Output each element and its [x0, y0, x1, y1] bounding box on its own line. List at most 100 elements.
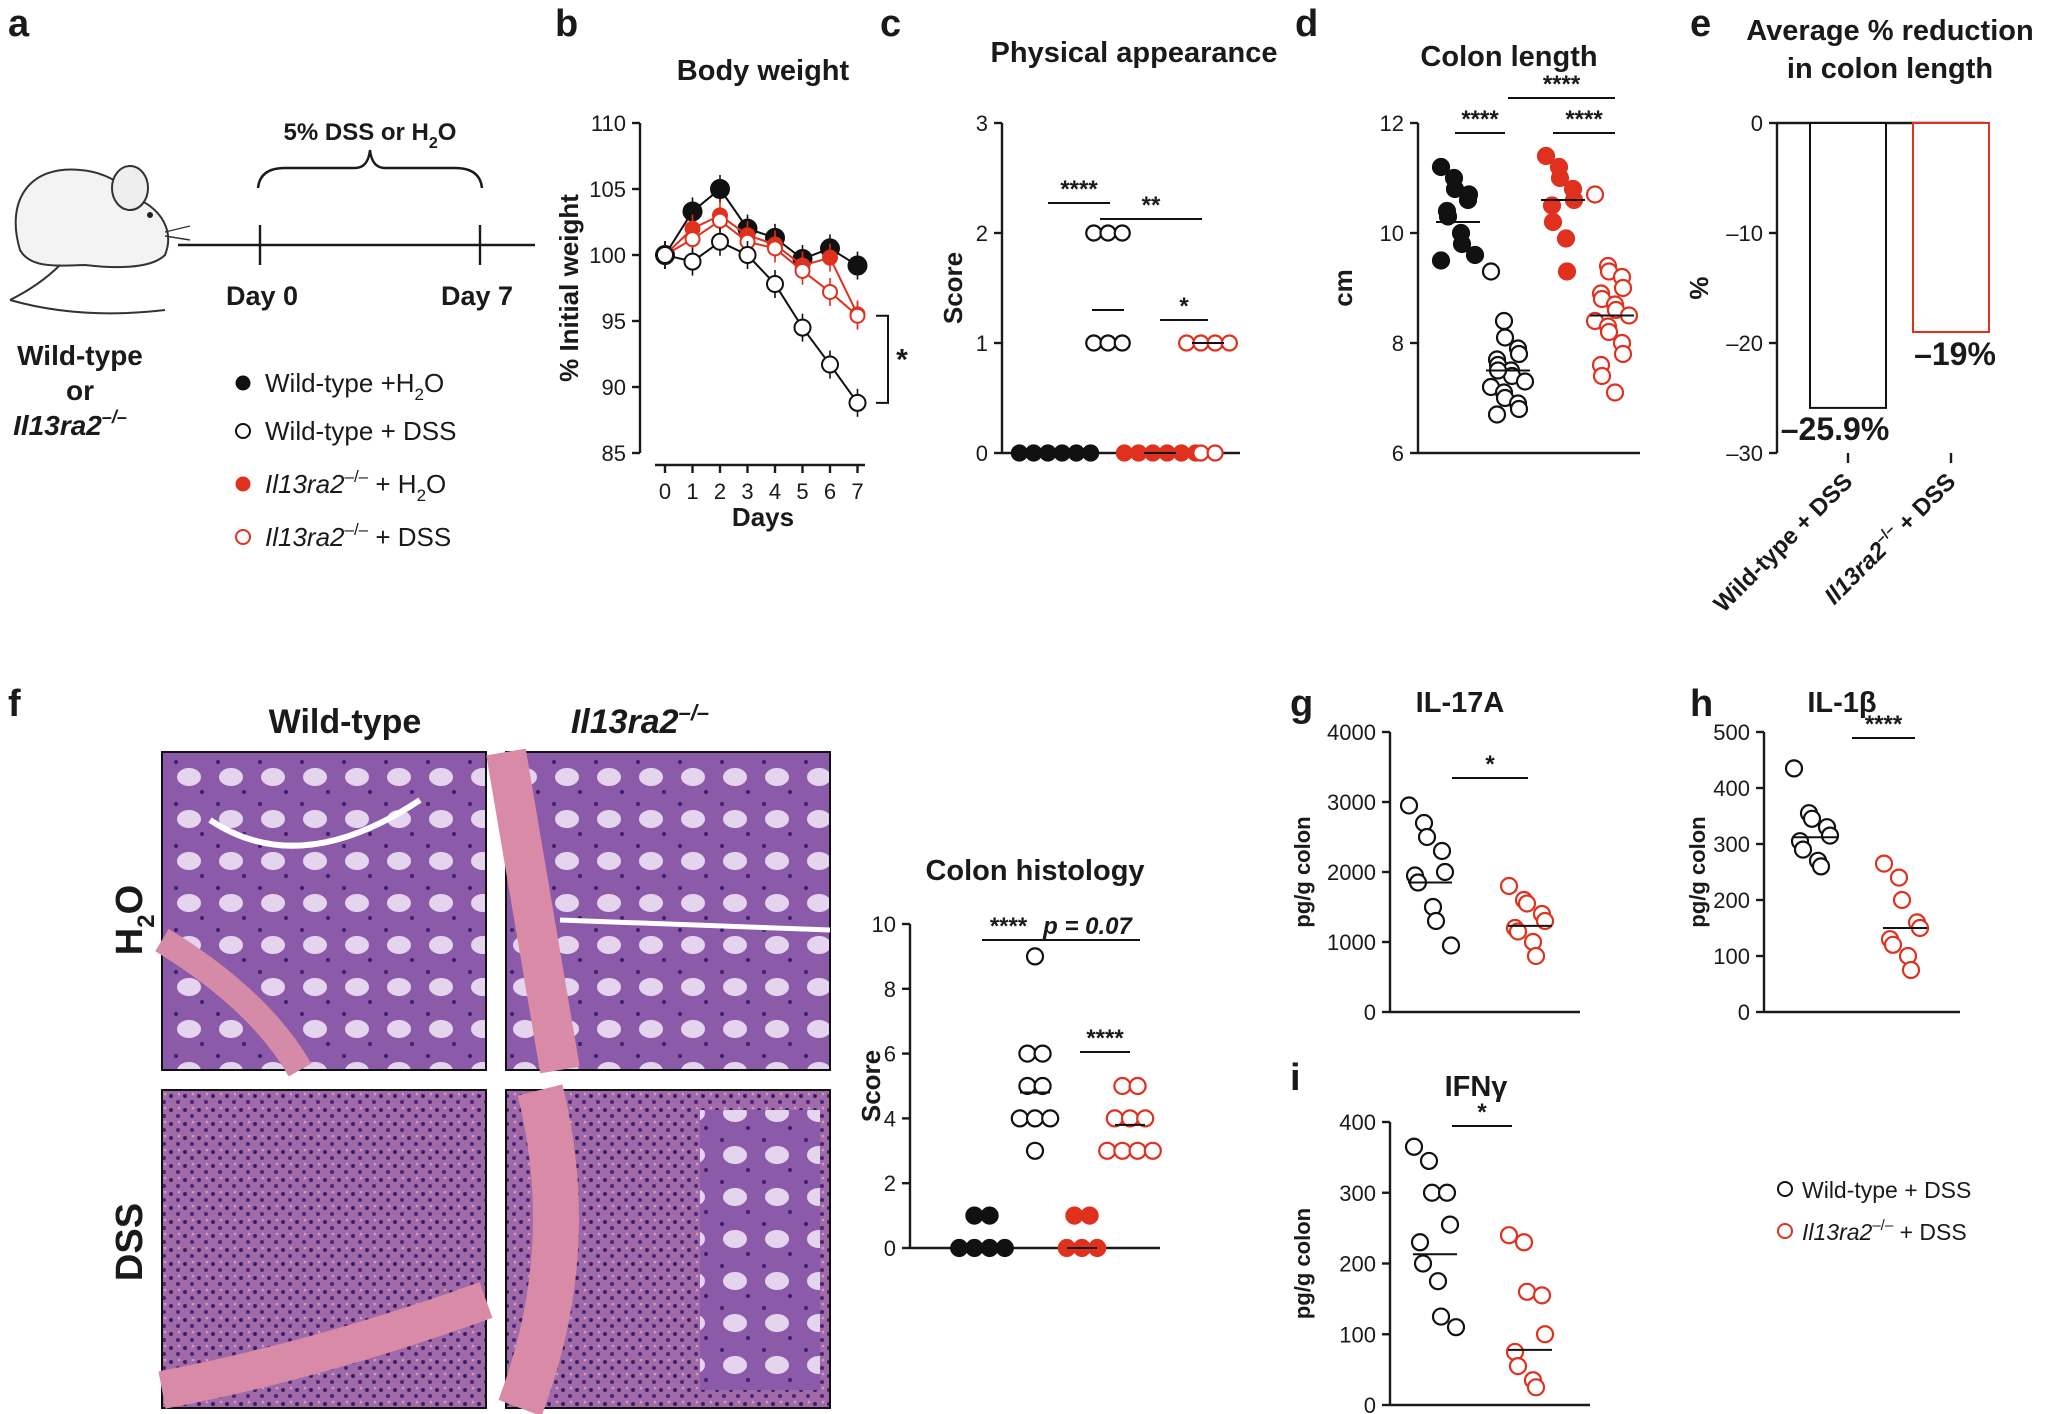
- x-axis-label: Days: [732, 502, 794, 532]
- y-axis-label: pg/g colon: [1685, 816, 1710, 927]
- data-point: [1136, 1109, 1155, 1128]
- data-point: [1041, 1109, 1060, 1128]
- y-tick-label: 10: [1380, 221, 1404, 246]
- day7-label: Day 7: [441, 281, 513, 311]
- data-point: [822, 249, 838, 266]
- data-point: [1901, 960, 1921, 980]
- data-point: [1428, 1272, 1448, 1291]
- data-point: [1128, 1141, 1147, 1160]
- data-point: [1065, 1206, 1084, 1225]
- y-tick-label: 90: [602, 375, 626, 400]
- data-point: [1113, 224, 1131, 242]
- data-point: [738, 246, 757, 264]
- chart-title: Body weight: [677, 55, 850, 87]
- panel-label-e: e: [1690, 3, 1711, 45]
- data-point: [1441, 936, 1461, 955]
- significance-label: *: [1485, 751, 1495, 778]
- chart-title: Colon length: [1420, 41, 1597, 73]
- significance-label: ****: [1865, 711, 1903, 738]
- data-point: [1515, 372, 1535, 391]
- legend-gi-marker-wt: [1777, 1181, 1793, 1197]
- panel-label-f: f: [8, 683, 21, 725]
- y-tick-label: 4: [884, 1106, 896, 1131]
- data-point: [1018, 1044, 1037, 1063]
- data-point: [1410, 1233, 1430, 1252]
- y-tick-label: 3: [976, 111, 988, 136]
- data-point: [1220, 334, 1238, 352]
- legend-gi-wt: Wild-type + DSS: [1802, 1177, 1971, 1203]
- panel-label-c: c: [880, 3, 901, 45]
- y-tick-label: 0: [976, 441, 988, 466]
- y-tick-label: 100: [1713, 944, 1750, 969]
- data-point: [1143, 1141, 1162, 1160]
- data-point: [1033, 1076, 1052, 1096]
- y-tick-label: 0: [1364, 1000, 1376, 1025]
- data-point: [1438, 207, 1458, 226]
- data-point: [1431, 1307, 1451, 1326]
- data-point: [1543, 212, 1563, 232]
- data-point: [1509, 399, 1529, 419]
- data-point: [821, 355, 839, 374]
- y-tick-label: 4000: [1327, 720, 1376, 745]
- chart-body-weight: Body weight 85 90 95 100 105 110 0 1 2 3 4 5 6 7 Days % …: [554, 55, 908, 532]
- legend-marker-wt-h2o: [235, 375, 251, 391]
- data-point: [1130, 444, 1148, 462]
- histology-image-ko-h2o: [486, 748, 831, 1074]
- data-point: [1113, 334, 1131, 352]
- y-tick-label: 0: [1751, 111, 1763, 136]
- data-point: [1599, 322, 1619, 342]
- y-tick-label: 105: [589, 177, 626, 202]
- chart-il17a: IL-17A 0 1000 2000 3000 4000 pg/g colon *: [1290, 687, 1580, 1025]
- data-point: [1535, 1325, 1555, 1344]
- schematic-legend: Wild-type +H2O Wild-type + DSS Il13ra2–/…: [235, 368, 456, 552]
- data-point: [684, 231, 701, 248]
- significance-label: p = 0.07: [1042, 913, 1133, 940]
- y-tick-label: –30: [1726, 441, 1763, 466]
- y-tick-label: 2000: [1327, 860, 1376, 885]
- chart-colon-length: Colon length 6 8 10 12 cm **** **** ****: [1328, 41, 1640, 466]
- y-tick-label: 10: [872, 912, 896, 937]
- data-point: [1802, 809, 1822, 828]
- data-point: [1128, 1076, 1147, 1096]
- x-tick-label: 4: [769, 479, 781, 504]
- data-point: [1556, 229, 1576, 248]
- significance-label: *: [896, 343, 908, 376]
- y-tick-label: 400: [1339, 1110, 1376, 1135]
- x-tick-label: 6: [824, 479, 836, 504]
- significance-label: ****: [990, 913, 1028, 940]
- data-point: [848, 393, 867, 412]
- panel-label-b: b: [555, 3, 578, 45]
- chart-colon-histology: Colon histology 0 2 4 6 8 10 Score **** p = 0.07 *…: [856, 855, 1162, 1261]
- data-point: [995, 1238, 1014, 1258]
- significance-label: ****: [1060, 176, 1098, 203]
- y-axis-label: %: [1684, 276, 1714, 299]
- y-tick-label: –10: [1726, 221, 1763, 246]
- data-point: [1067, 444, 1085, 462]
- data-point: [1399, 796, 1419, 815]
- data-point: [1508, 922, 1528, 941]
- legend-gi-ko: Il13ra2–/– + DSS: [1802, 1217, 1967, 1245]
- data-point: [711, 232, 729, 251]
- data-point: [1413, 1254, 1433, 1273]
- data-point: [1085, 334, 1103, 352]
- data-point: [1793, 840, 1813, 859]
- y-axis-label: cm: [1328, 269, 1358, 307]
- bar-data-label: –25.9%: [1781, 411, 1890, 447]
- y-tick-label: 12: [1380, 111, 1404, 136]
- data-point: [1495, 328, 1515, 347]
- significance-label: ****: [1565, 106, 1603, 133]
- data-point: [1874, 854, 1894, 873]
- data-point: [1820, 826, 1840, 845]
- panel-label-a: a: [8, 3, 30, 45]
- x-tick-label: 0: [659, 479, 671, 504]
- data-point: [1517, 894, 1537, 913]
- data-point: [1811, 857, 1831, 876]
- y-tick-label: 100: [589, 243, 626, 268]
- x-tick-label: 3: [741, 479, 753, 504]
- y-axis-label: Score: [856, 1050, 886, 1122]
- data-point: [1025, 444, 1043, 462]
- y-tick-label: 8: [1392, 331, 1404, 356]
- legend-ko-dss: Il13ra2–/– + DSS: [265, 520, 451, 552]
- chart-title-line1: Average % reduction: [1746, 15, 2033, 47]
